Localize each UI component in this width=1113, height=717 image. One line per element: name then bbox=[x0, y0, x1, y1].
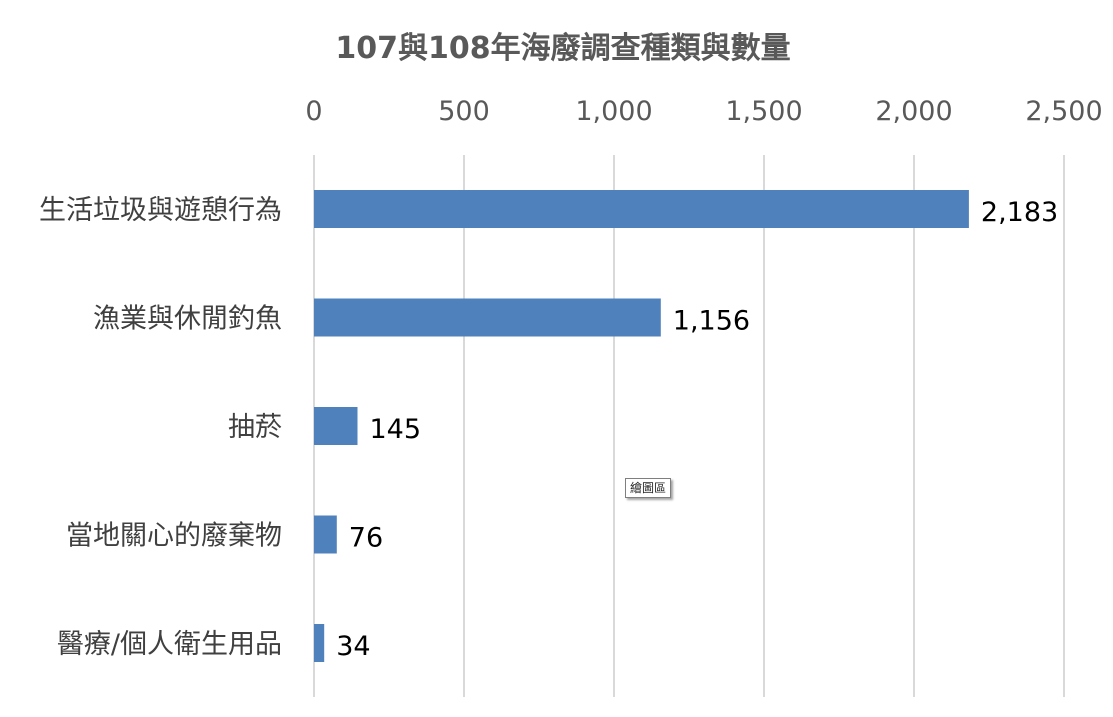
chart-title: 107與108年海廢調查種類與數量 bbox=[335, 31, 790, 66]
data-label: 1,156 bbox=[673, 306, 750, 337]
bar bbox=[314, 624, 325, 662]
x-tick-label: 0 bbox=[305, 96, 322, 127]
data-label: 2,183 bbox=[981, 197, 1058, 228]
x-axis-ticks: 0 500 1,000 1,500 2,000 2,500 bbox=[305, 96, 1102, 127]
data-label: 145 bbox=[370, 414, 422, 445]
category-label: 當地關心的廢棄物 bbox=[66, 521, 282, 552]
data-labels: 2,183 1,156 145 76 34 bbox=[336, 197, 1058, 662]
data-label: 76 bbox=[349, 523, 383, 554]
category-label: 醫療/個人衛生用品 bbox=[57, 629, 282, 660]
x-tick-label: 1,000 bbox=[575, 96, 652, 127]
x-tick-label: 2,500 bbox=[1025, 96, 1102, 127]
x-tick-label: 500 bbox=[438, 96, 490, 127]
bar bbox=[314, 298, 661, 337]
bar bbox=[314, 515, 337, 554]
bar bbox=[314, 407, 358, 445]
gridlines bbox=[313, 155, 1065, 697]
category-label: 漁業與休閒釣魚 bbox=[93, 304, 282, 335]
bars bbox=[314, 190, 969, 662]
data-label: 34 bbox=[336, 631, 370, 662]
bar bbox=[314, 190, 969, 228]
category-label: 抽菸 bbox=[228, 412, 282, 443]
x-tick-label: 1,500 bbox=[725, 96, 802, 127]
category-label: 生活垃圾與遊憩行為 bbox=[39, 195, 282, 226]
x-tick-label: 2,000 bbox=[875, 96, 952, 127]
plot-area-tooltip: 繪圖區 bbox=[625, 478, 672, 498]
